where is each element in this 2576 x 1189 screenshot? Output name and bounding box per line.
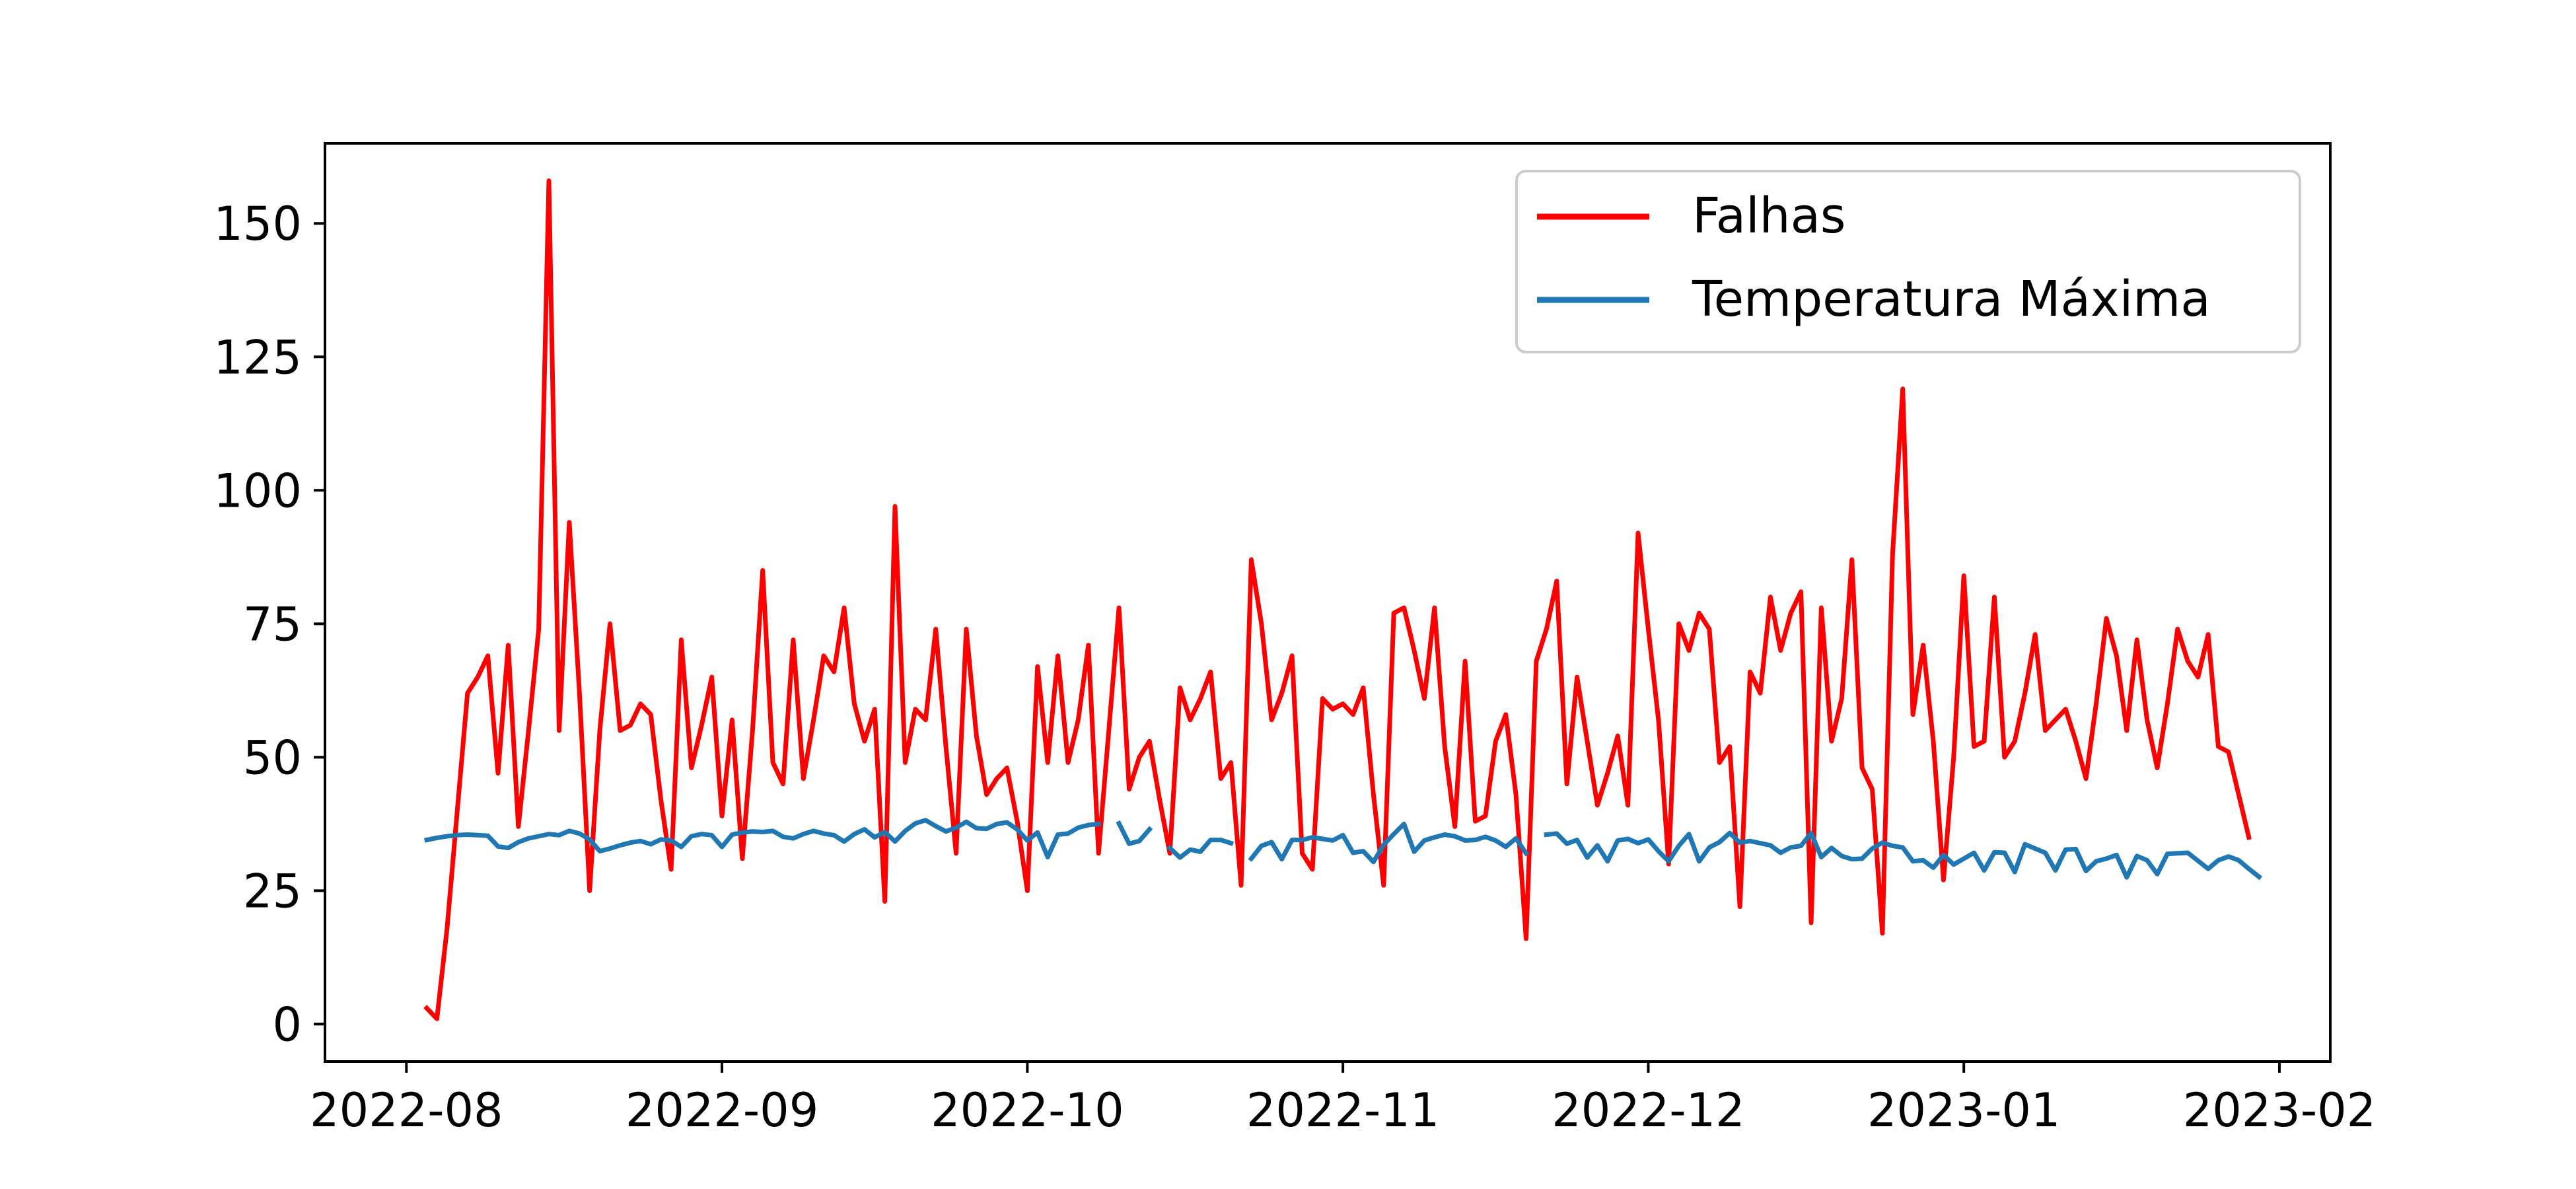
x-tick-label: 2023-01 [1867,1083,2060,1137]
axes-frame [324,142,2332,1063]
y-tick-label: 25 [243,864,302,918]
legend: Falhas Temperatura Máxima [1515,170,2301,353]
legend-label-falhas: Falhas [1692,188,1845,244]
y-tick-label: 0 [272,997,302,1052]
y-tick-label: 75 [243,597,302,651]
y-tick-label: 100 [213,464,302,518]
x-tick-label: 2022-11 [1246,1083,1439,1137]
y-tick-label: 125 [213,330,302,384]
y-tick-label: 50 [243,731,302,785]
x-tick-label: 2022-12 [1552,1083,1744,1137]
x-tick-label: 2022-10 [931,1083,1124,1137]
x-tick-label: 2023-02 [2183,1083,2376,1137]
x-tick-label: 2022-09 [626,1083,818,1137]
x-axis: 2022-08 2022-09 2022-10 2022-11 2022-12 2023-… [310,1062,2376,1137]
x-tick-label: 2022-08 [310,1083,503,1137]
series-line-temperatura-maxima [423,818,2263,881]
series-layer [423,178,2263,1021]
legend-box [1515,170,2301,353]
y-tick-label: 150 [213,197,302,251]
legend-label-temperatura-maxima: Temperatura Máxima [1692,271,2211,328]
y-axis: 0 25 50 75 100 125 150 [213,197,325,1052]
